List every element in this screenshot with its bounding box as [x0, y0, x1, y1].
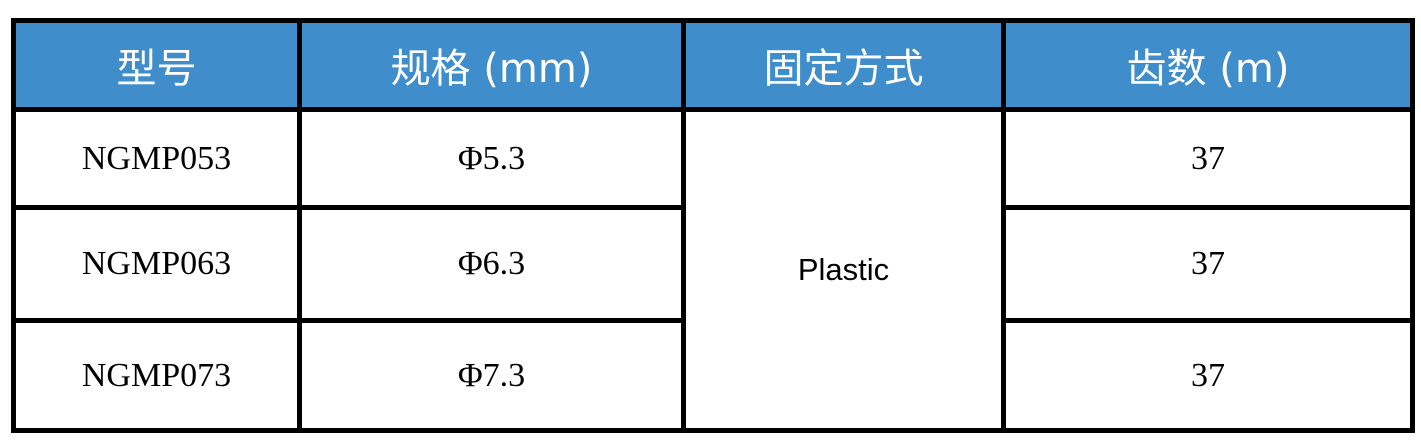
border-row	[11, 318, 684, 323]
cell-teeth: 37	[1191, 245, 1225, 282]
border-col	[297, 18, 302, 433]
cell-model: NGMP053	[81, 139, 232, 177]
cell-model: NGMP073	[81, 356, 232, 394]
header-spec: 规格 (mm)	[302, 23, 681, 107]
border-top	[11, 18, 1415, 23]
cell-spec: Φ6.3	[457, 245, 526, 282]
cell-spec: Φ7.3	[457, 356, 526, 394]
header-teeth: 齿数 (m)	[1006, 23, 1410, 107]
border-left	[11, 18, 16, 433]
cell-model: NGMP063	[81, 245, 232, 282]
header-model: 型号	[16, 23, 297, 107]
header-fixing: 固定方式	[686, 23, 1001, 107]
border-row	[11, 205, 684, 210]
cell-teeth: 37	[1191, 139, 1225, 177]
cell-fixing-merged: Plastic	[797, 252, 890, 287]
border-row	[1001, 318, 1415, 323]
border-col	[1001, 18, 1006, 433]
border-right	[1410, 18, 1415, 433]
border-row	[1001, 205, 1415, 210]
border-bottom	[11, 428, 1415, 433]
cell-spec: Φ5.3	[457, 139, 526, 177]
border-header-bottom	[11, 107, 1415, 112]
border-col	[681, 18, 686, 433]
cell-teeth: 37	[1191, 356, 1225, 394]
